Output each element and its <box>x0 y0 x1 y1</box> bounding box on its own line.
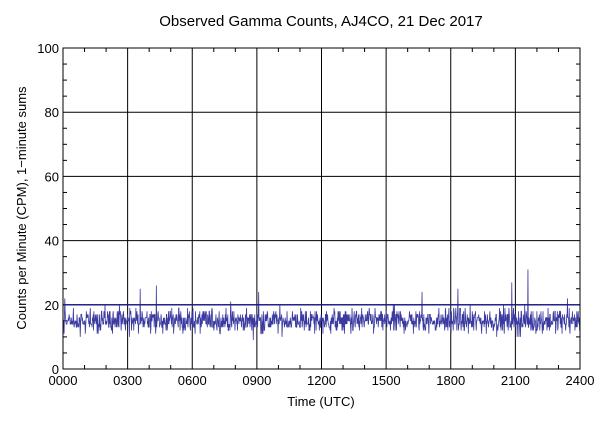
y-tick-label: 100 <box>37 41 59 56</box>
y-tick-label: 40 <box>45 234 59 249</box>
y-tick-label: 0 <box>52 362 59 377</box>
x-axis-label: Time (UTC) <box>287 394 354 409</box>
y-tick-labels: 0 20 40 60 80 100 <box>37 41 59 377</box>
x-tick-labels: 0000 0300 0600 0900 1200 1500 1800 2100 2400 <box>49 373 595 388</box>
y-tick-label: 80 <box>45 105 59 120</box>
x-tick-label: 0300 <box>113 373 142 388</box>
x-tick-label: 0600 <box>178 373 207 388</box>
series-layer <box>62 269 581 341</box>
x-tick-label: 1500 <box>372 373 401 388</box>
x-tick-label: 0000 <box>49 373 78 388</box>
y-axis-label: Counts per Minute (CPM), 1−minute sums <box>14 86 29 330</box>
minor-ticks <box>63 48 580 369</box>
series-line <box>62 269 581 341</box>
y-tick-label: 60 <box>45 169 59 184</box>
plot-frame <box>62 47 581 370</box>
y-tick-label: 20 <box>45 298 59 313</box>
x-tick-label: 2100 <box>501 373 530 388</box>
x-tick-label: 1800 <box>436 373 465 388</box>
chart-title: Observed Gamma Counts, AJ4CO, 21 Dec 201… <box>159 13 483 30</box>
x-tick-label: 0900 <box>242 373 271 388</box>
x-tick-label: 1200 <box>307 373 336 388</box>
x-tick-label: 2400 <box>566 373 595 388</box>
